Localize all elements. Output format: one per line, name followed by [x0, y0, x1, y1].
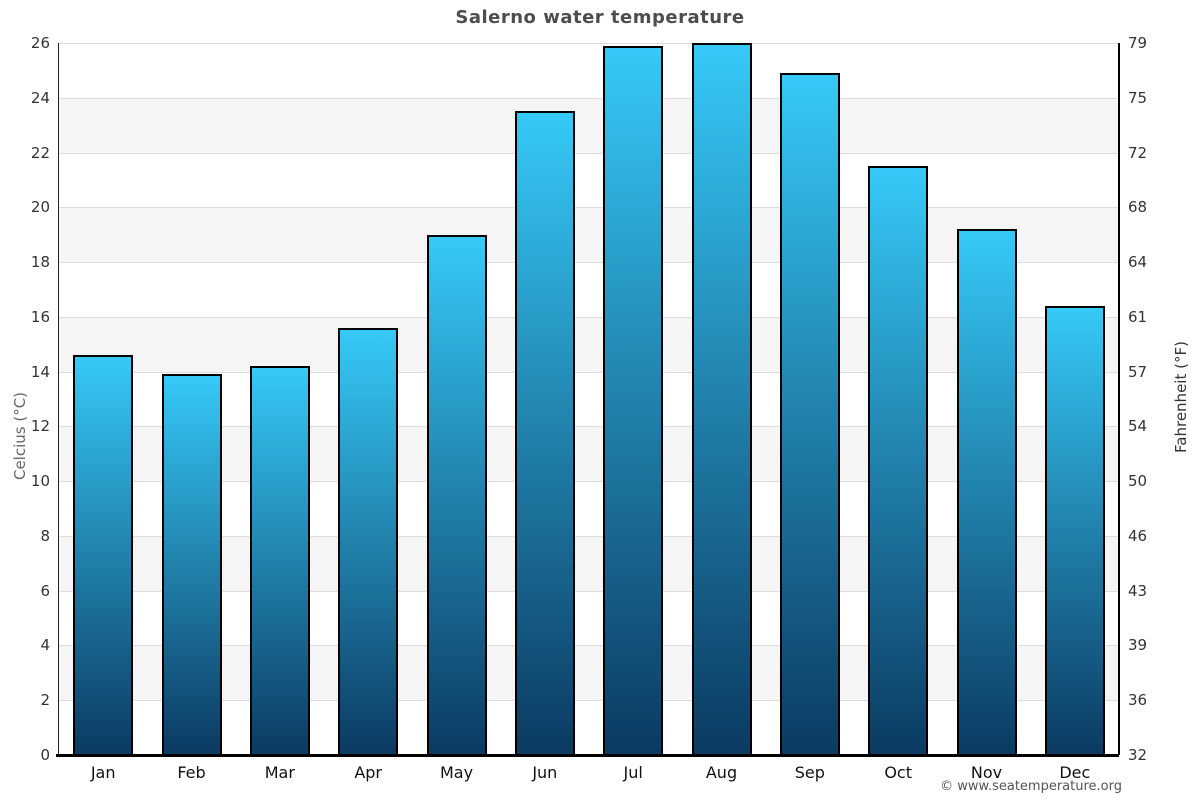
gridline-24c — [59, 98, 1119, 99]
gridline-18c — [59, 262, 1119, 263]
plot-band-14-12 — [59, 371, 1119, 427]
gridline-20c — [59, 207, 1119, 208]
y-tick-right-57: 57 — [1128, 362, 1148, 381]
bar-feb — [161, 374, 222, 755]
bar-sep — [779, 73, 840, 755]
copyright-text: © www.seatemperature.org — [940, 779, 1122, 794]
bar-dec — [1044, 305, 1105, 755]
gridline-8c — [59, 536, 1119, 537]
bar-jun — [514, 111, 575, 755]
y-tick-right-39: 39 — [1128, 636, 1148, 655]
y-axis-right-title: Fahrenheit (°F) — [1172, 341, 1190, 453]
plot-band-22-20 — [59, 152, 1119, 208]
y-tick-right-64: 64 — [1128, 253, 1148, 272]
chart-title: Salerno water temperature — [455, 7, 745, 28]
y-axis-left-title: Celcius (°C) — [11, 391, 29, 481]
bar-apr — [338, 327, 399, 755]
bar-oct — [868, 166, 929, 755]
plot-band-8-6 — [59, 535, 1119, 591]
plot-band-6-4 — [59, 590, 1119, 646]
x-label-nov: Nov — [970, 763, 1003, 782]
y-tick-left-2: 2 — [40, 691, 50, 710]
x-label-sep: Sep — [794, 763, 825, 782]
y-tick-right-68: 68 — [1128, 198, 1148, 217]
y-tick-left-26: 26 — [30, 34, 50, 52]
bar-jul — [603, 45, 664, 755]
x-label-mar: Mar — [264, 763, 295, 782]
x-label-oct: Oct — [884, 763, 912, 782]
y-tick-right-79: 79 — [1128, 34, 1148, 52]
bar-mar — [249, 366, 310, 755]
plot-band-2-0 — [59, 700, 1119, 755]
plot-area — [59, 43, 1119, 755]
x-label-apr: Apr — [354, 763, 382, 782]
y-tick-left-16: 16 — [30, 307, 50, 326]
plot-band-26-24 — [59, 43, 1119, 98]
y-tick-right-46: 46 — [1128, 526, 1148, 545]
gridline-10c — [59, 481, 1119, 482]
bar-jan — [73, 355, 134, 755]
y-tick-right-72: 72 — [1128, 143, 1148, 162]
y-tick-left-10: 10 — [30, 472, 50, 491]
gridline-22c — [59, 153, 1119, 154]
y-tick-right-32: 32 — [1128, 746, 1148, 764]
x-label-aug: Aug — [705, 763, 738, 782]
y-tick-left-4: 4 — [40, 636, 50, 655]
gridline-16c — [59, 317, 1119, 318]
bar-aug — [691, 43, 752, 755]
y-tick-left-0: 0 — [40, 746, 50, 764]
gridline-26c — [59, 43, 1119, 44]
y-tick-right-50: 50 — [1128, 472, 1148, 491]
gridline-12c — [59, 426, 1119, 427]
y-tick-left-12: 12 — [30, 417, 50, 436]
x-label-dec: Dec — [1059, 763, 1091, 782]
plot-band-24-22 — [59, 97, 1119, 153]
x-label-jul: Jul — [623, 763, 643, 782]
gridline-14c — [59, 372, 1119, 373]
bar-nov — [956, 229, 1017, 755]
y-tick-right-75: 75 — [1128, 88, 1148, 107]
gridline-6c — [59, 591, 1119, 592]
bottom-axis-line — [56, 754, 1119, 757]
gridline-2c — [59, 700, 1119, 701]
plot-band-20-18 — [59, 207, 1119, 263]
y-tick-right-61: 61 — [1128, 307, 1148, 326]
x-label-jan: Jan — [90, 763, 116, 782]
y-tick-left-20: 20 — [30, 198, 50, 217]
y-tick-right-54: 54 — [1128, 417, 1148, 436]
bar-may — [426, 234, 487, 755]
plot-band-16-14 — [59, 316, 1119, 372]
y-tick-left-6: 6 — [40, 581, 50, 600]
plot-band-4-2 — [59, 645, 1119, 701]
plot-band-12-10 — [59, 426, 1119, 482]
y-tick-left-14: 14 — [30, 362, 50, 381]
y-tick-right-36: 36 — [1128, 691, 1148, 710]
y-tick-left-18: 18 — [30, 253, 50, 272]
x-label-feb: Feb — [177, 763, 206, 782]
right-axis-line — [1118, 43, 1120, 755]
y-tick-left-24: 24 — [30, 88, 50, 107]
y-tick-left-22: 22 — [30, 143, 50, 162]
plot-band-18-16 — [59, 262, 1119, 317]
plot-band-10-8 — [59, 481, 1119, 536]
left-axis-line — [58, 43, 59, 755]
y-tick-left-8: 8 — [40, 526, 50, 545]
x-label-may: May — [439, 763, 474, 782]
x-label-jun: Jun — [532, 763, 558, 782]
gridline-4c — [59, 645, 1119, 646]
y-tick-right-43: 43 — [1128, 581, 1148, 600]
